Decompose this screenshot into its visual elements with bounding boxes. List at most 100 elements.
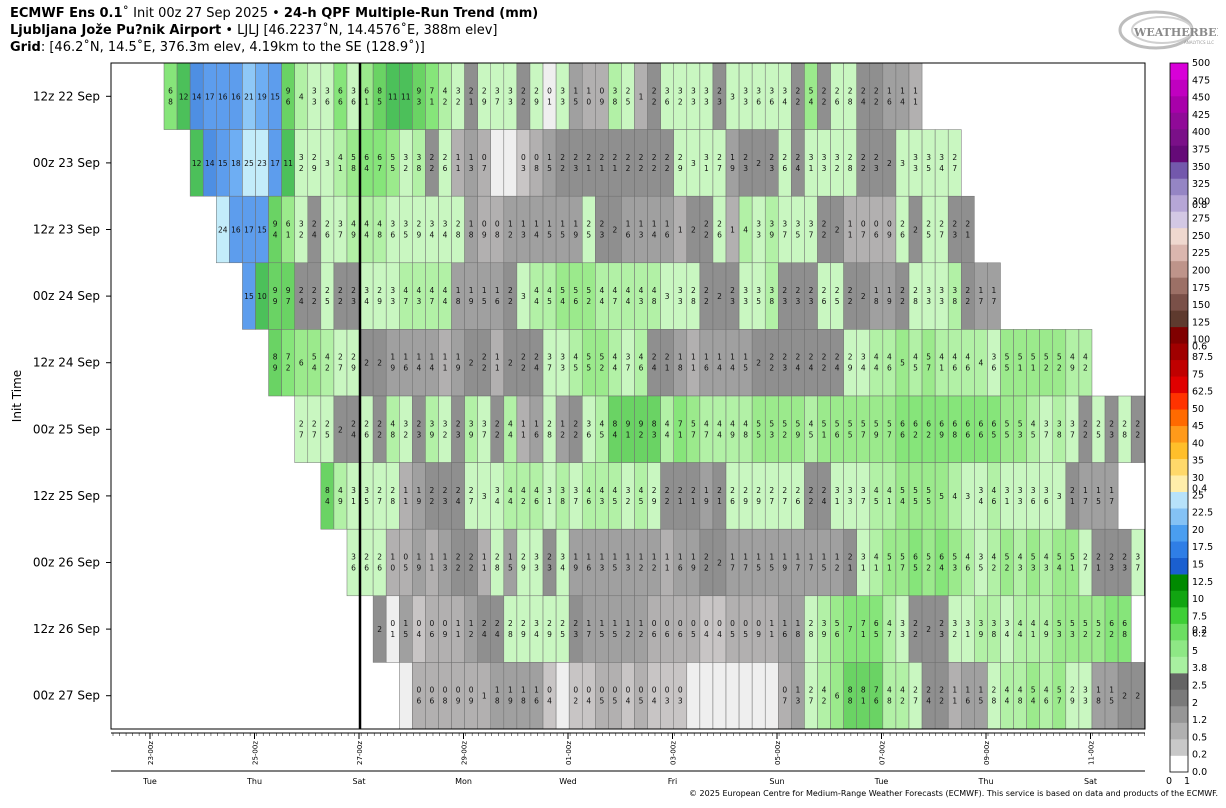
qpf-cell-label: 6	[1109, 619, 1114, 628]
qpf-cell-label: 2	[704, 231, 709, 240]
qpf-cell-label: 1	[626, 619, 631, 628]
qpf-cell-label: 6	[665, 630, 670, 639]
qpf-cell-label: 4	[312, 364, 317, 373]
qpf-cell-label: 4	[717, 430, 722, 439]
qpf-cell-label: 1	[900, 86, 905, 95]
qpf-cell-label: 2	[756, 359, 761, 368]
qpf-cell-label: 3	[403, 220, 408, 229]
qpf-cell-label: 1	[469, 220, 474, 229]
qpf-cell-label: 2	[795, 97, 800, 106]
qpf-cell-label: 5	[639, 497, 644, 506]
qpf-cell-label: 1	[1109, 486, 1114, 495]
qpf-cell-label: 3	[560, 553, 565, 562]
qpf-cell-label: 3	[626, 486, 631, 495]
qpf-cell	[1052, 595, 1067, 663]
qpf-cell	[843, 62, 857, 130]
qpf-cell-label: 2	[965, 297, 970, 306]
colorbar-label: 15	[1192, 560, 1204, 571]
qpf-cell-label: 2	[809, 486, 814, 495]
qpf-cell	[791, 129, 805, 197]
colorbar-label: 0.0	[1192, 767, 1207, 778]
qpf-cell-label: 9	[1044, 630, 1049, 639]
qpf-cell-label: 2	[835, 286, 840, 295]
qpf-cell-label: 2	[469, 630, 474, 639]
qpf-cell-label: 2	[809, 286, 814, 295]
qpf-cell-label: 3	[1057, 630, 1062, 639]
colorbar-swatch	[1170, 607, 1188, 624]
qpf-cell	[961, 662, 975, 730]
qpf-cell-label: 5	[926, 231, 931, 240]
qpf-cell	[359, 462, 374, 530]
qpf-cell	[464, 462, 478, 530]
qpf-cell-label: 3	[782, 364, 787, 373]
colorbar-label: 500	[1192, 58, 1210, 69]
qpf-cell	[568, 395, 583, 463]
qpf-cell	[869, 329, 884, 397]
qpf-cell-label: 4	[1005, 697, 1010, 706]
qpf-cell-label: 5	[743, 630, 748, 639]
colorbar-label: 87.5	[1192, 352, 1213, 363]
qpf-cell	[751, 662, 766, 730]
colorbar-swatch	[1170, 656, 1188, 674]
qpf-cell-label: 2	[560, 430, 565, 439]
qpf-cell-label: 7	[482, 164, 487, 173]
qpf-cell-label: 8	[377, 231, 382, 240]
qpf-cell-label: 0	[443, 686, 448, 695]
qpf-cell	[529, 129, 544, 197]
qpf-cell	[1065, 329, 1080, 397]
qpf-cell-label: 3	[756, 220, 761, 229]
qpf-cell	[529, 395, 544, 463]
qpf-cell-label: 7	[1070, 430, 1075, 439]
qpf-cell	[895, 395, 910, 463]
qpf-cell-label: 8	[1122, 430, 1127, 439]
qpf-cell-label: 3	[874, 164, 879, 173]
qpf-cell-label: 1	[521, 686, 526, 695]
colorbar-swatch	[1170, 79, 1188, 97]
init-run-label: 12z 26 Sep	[33, 622, 100, 636]
qpf-cell-label: 4	[1044, 553, 1049, 562]
qpf-cell-label: 4	[430, 364, 435, 373]
qpf-cell-label: 0	[599, 686, 604, 695]
qpf-cell	[934, 195, 949, 264]
qpf-cell	[346, 329, 361, 397]
qpf-cell-label: 3	[978, 619, 983, 628]
colorbar-label: 2.5	[1192, 681, 1207, 692]
qpf-cell-label: 5	[926, 497, 931, 506]
qpf-cell-label: 5	[913, 564, 918, 573]
qpf-cell	[738, 62, 753, 130]
qpf-cell-label: 0	[626, 686, 631, 695]
qpf-cell-label: 3	[978, 486, 983, 495]
qpf-cell-label: 2	[1044, 364, 1049, 373]
colorbar-secondary-label: 0.4	[1192, 483, 1207, 494]
qpf-cell-label: 5	[364, 497, 369, 506]
qpf-cell-label: 5	[913, 486, 918, 495]
qpf-cell-label: 1	[730, 153, 735, 162]
qpf-cell	[869, 462, 884, 530]
qpf-cell-label: 2	[861, 86, 866, 95]
qpf-cell-label: 6	[782, 630, 787, 639]
qpf-cell-label: 3	[1018, 564, 1023, 573]
qpf-cell-label: 4	[704, 419, 709, 428]
qpf-cell-label: 2	[456, 486, 461, 495]
qpf-cell-label: 5	[1005, 430, 1010, 439]
day-label: Fri	[668, 777, 678, 786]
qpf-cell-label: 5	[926, 553, 931, 562]
qpf-cell-label: 4	[403, 286, 408, 295]
qpf-cell	[503, 595, 518, 663]
qpf-cell-label: 2	[377, 286, 382, 295]
qpf-cell-label: 8	[325, 486, 330, 495]
qpf-cell-label: 1	[351, 497, 356, 506]
x-tick-label: 27-00z	[356, 741, 364, 765]
qpf-cell-label: 1	[456, 353, 461, 362]
qpf-cell-label: 15	[270, 92, 280, 101]
qpf-cell	[372, 62, 387, 130]
qpf-cell-label: 2	[913, 430, 918, 439]
qpf-cell	[542, 662, 557, 730]
qpf-cell	[1039, 462, 1054, 530]
qpf-cell-label: 3	[1005, 619, 1010, 628]
qpf-cell-label: 4	[652, 231, 657, 240]
qpf-cell-label: 3	[861, 353, 866, 362]
qpf-cell	[608, 262, 622, 330]
qpf-cell	[372, 395, 387, 463]
qpf-cell-label: 2	[1135, 692, 1140, 701]
